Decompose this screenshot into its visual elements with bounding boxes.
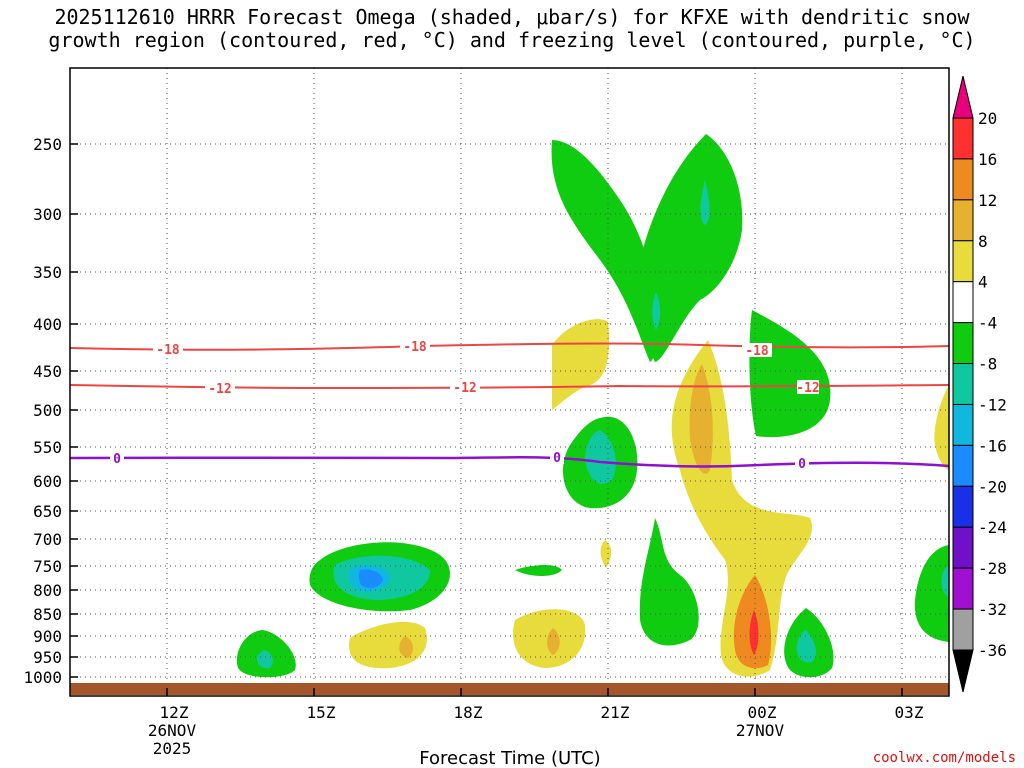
x-axis-title: Forecast Time (UTC) xyxy=(419,748,600,768)
contour-label-minus12: -12 xyxy=(453,381,476,396)
contour-label-0: 0 xyxy=(113,452,121,467)
temperature-contours: -18 -18 -18 -12 -12 -12 0 0 0 xyxy=(69,339,950,472)
colorbar-swatch xyxy=(952,363,974,405)
chart-title: 2025112610 HRRR Forecast Omega (shaded, … xyxy=(0,6,1024,52)
contour-label-0: 0 xyxy=(798,457,806,472)
colorbar-label: 4 xyxy=(978,273,988,292)
colorbar-top-arrow xyxy=(952,75,974,119)
colorbar-label: -4 xyxy=(978,314,997,333)
y-tick-label: 550 xyxy=(33,438,62,457)
colorbar-label: 20 xyxy=(978,109,997,128)
contour-label-minus12: -12 xyxy=(796,381,819,396)
colorbar-swatch xyxy=(952,117,974,160)
colorbar-label: -24 xyxy=(978,518,1007,537)
x-tick-sublabel: 26NOV xyxy=(148,721,197,740)
x-tick-label: 15Z xyxy=(307,703,336,722)
colorbar-label: -28 xyxy=(978,559,1007,578)
colorbar-label: -32 xyxy=(978,600,1007,619)
colorbar: 20 16 12 8 4 -4 -8 -12 -16 -20 -24 -28 -32 -36 xyxy=(952,75,1007,693)
x-tick-sublabel: 2025 xyxy=(153,739,192,758)
colorbar-swatch xyxy=(952,567,974,610)
title-line-1: 2025112610 HRRR Forecast Omega (shaded, … xyxy=(54,5,970,29)
x-tick-label: 12Z xyxy=(160,703,189,722)
y-tick-label: 300 xyxy=(33,205,62,224)
colorbar-swatch xyxy=(952,444,974,487)
colorbar-label: 16 xyxy=(978,150,997,169)
colorbar-swatch xyxy=(952,199,974,242)
y-tick-label: 850 xyxy=(33,605,62,624)
plot-frame xyxy=(69,67,950,697)
contour-label-minus18: -18 xyxy=(156,343,180,358)
x-tick-label: 21Z xyxy=(601,703,630,722)
y-tick-label: 750 xyxy=(33,557,62,576)
y-tick-label: 950 xyxy=(33,648,62,667)
contour-line-0 xyxy=(69,455,950,468)
contour-label-0: 0 xyxy=(553,451,561,466)
contour-line-minus18 xyxy=(69,342,950,351)
colorbar-label: 8 xyxy=(978,232,988,251)
x-tick-sublabel: 27NOV xyxy=(736,721,785,740)
colorbar-swatch xyxy=(952,322,974,365)
colorbar-swatch xyxy=(952,240,974,283)
y-tick-label: 350 xyxy=(33,263,62,282)
y-axis: 250 300 350 400 450 500 550 600 650 700 750 800 850 9… xyxy=(23,135,78,687)
contour-label-minus18: -18 xyxy=(403,340,427,355)
contour-label-minus12: -12 xyxy=(208,382,231,397)
colorbar-label: -12 xyxy=(978,395,1007,414)
y-tick-label: 250 xyxy=(33,135,62,154)
colorbar-label: 12 xyxy=(978,191,997,210)
contour-label-minus18: -18 xyxy=(745,344,769,359)
colorbar-swatch xyxy=(952,485,974,528)
colorbar-swatch xyxy=(952,281,974,324)
y-tick-label: 400 xyxy=(33,315,62,334)
y-tick-label: 650 xyxy=(33,502,62,521)
y-tick-label: 900 xyxy=(33,627,62,646)
y-tick-label: 800 xyxy=(33,581,62,600)
y-tick-label: 1000 xyxy=(23,668,62,687)
credit-text: coolwx.com/models xyxy=(873,750,1016,766)
y-tick-label: 700 xyxy=(33,530,62,549)
title-line-2: growth region (contoured, red, °C) and f… xyxy=(48,28,976,52)
colorbar-swatch xyxy=(952,158,974,201)
colorbar-swatch xyxy=(952,403,974,446)
colorbar-swatch xyxy=(952,608,974,651)
colorbar-swatch xyxy=(952,526,974,569)
y-tick-label: 500 xyxy=(33,401,62,420)
colorbar-label: -16 xyxy=(978,436,1007,455)
colorbar-bottom-arrow xyxy=(952,649,974,693)
x-tick-label: 00Z xyxy=(748,703,777,722)
colorbar-label: -36 xyxy=(978,641,1007,660)
y-tick-label: 600 xyxy=(33,472,62,491)
colorbar-label: -8 xyxy=(978,355,997,374)
colorbar-label: -20 xyxy=(978,477,1007,496)
x-tick-label: 18Z xyxy=(454,703,483,722)
x-tick-label: 03Z xyxy=(895,703,924,722)
y-tick-label: 450 xyxy=(33,362,62,381)
surface-strip xyxy=(70,683,949,695)
